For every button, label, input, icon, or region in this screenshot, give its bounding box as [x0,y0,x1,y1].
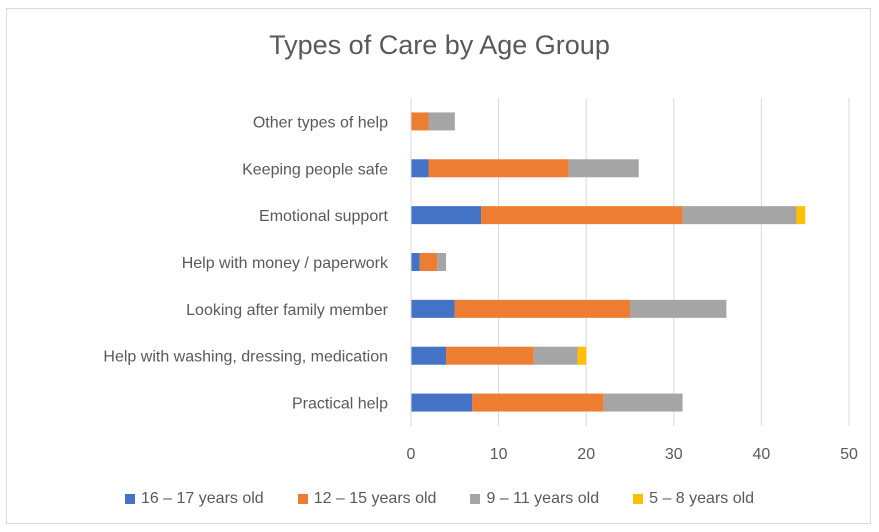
bar-segment [411,112,429,131]
x-tick-label: 0 [407,446,416,463]
legend-item: 9 – 11 years old [470,490,599,508]
bar-segment [796,206,806,225]
x-tick-label: 10 [490,446,508,463]
legend-item: 5 – 8 years old [633,490,754,508]
bar-segment [533,346,578,365]
bar-segment [411,159,429,178]
bar-segment [481,206,683,225]
bar-segment [437,253,447,271]
bar-segment [454,299,630,318]
legend-label: 5 – 8 years old [649,490,755,507]
category-label: Looking after family member [186,302,389,319]
legend-label: 9 – 11 years old [486,490,600,507]
bar-segment [411,299,455,318]
legend-label: 16 – 17 years old [140,490,264,507]
x-tick-label: 40 [753,446,771,463]
category-label: Keeping people safe [242,161,388,178]
category-label: Help with washing, dressing, medication [103,349,388,366]
x-tick-label: 30 [665,446,683,463]
bar-segment [630,299,727,318]
bar-segment [411,253,420,271]
chart-title: Types of Care by Age Group [269,30,610,60]
category-label: Emotional support [259,208,389,225]
x-tick-label: 20 [577,446,595,463]
legend-item: 16 – 17 years old [124,490,264,508]
bar-segment [577,346,587,365]
bar-segment [446,346,534,365]
bar-segment [428,112,455,131]
bar-segment [603,393,683,412]
bar-segment [419,253,438,271]
bar-segment [682,206,797,225]
x-tick-label: 50 [840,446,858,463]
bar-segment [428,159,569,178]
legend-swatch [633,494,644,504]
bar-segment [411,346,447,365]
category-label: Practical help [292,396,388,413]
legend-item: 12 – 15 years old [297,490,437,508]
legend-swatch [124,494,135,504]
bar-segment [472,393,604,412]
category-label: Help with money / paperwork [182,255,389,272]
bar-segment [411,393,473,412]
bar-segment [411,206,482,225]
chart-legend: 16 – 17 years old 12 – 15 years old 9 – 11… [0,490,879,508]
category-label: Other types of help [253,114,388,131]
bar-segment [568,159,639,178]
legend-swatch [470,494,481,504]
legend-swatch [297,494,308,504]
legend-label: 12 – 15 years old [313,490,437,507]
